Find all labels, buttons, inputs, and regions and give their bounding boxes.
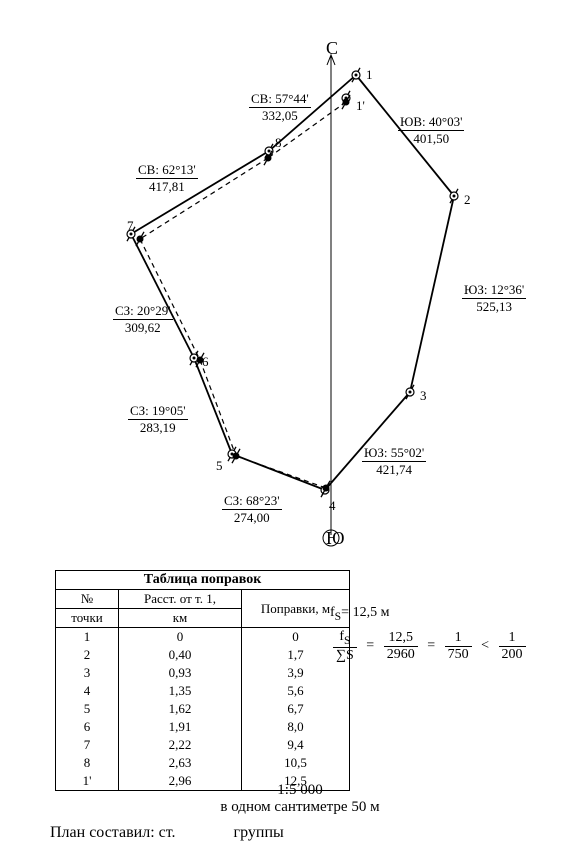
- bearing-e81: СВ: 57°44'332,05: [249, 92, 311, 124]
- scale-block: 1:5 000 в одном сантиметре 50 м: [180, 782, 420, 816]
- frac-3: 1 750: [445, 630, 472, 663]
- point-label-1: 1: [366, 67, 373, 83]
- fs-label: fS=: [330, 605, 353, 620]
- scale-ratio: 1:5 000: [180, 782, 420, 799]
- point-label-6: 6: [202, 354, 209, 370]
- fs-value: 12,5 м: [353, 605, 390, 620]
- bearing-e23: ЮЗ: 12°36'525,13: [462, 283, 526, 315]
- bearing-e45: СЗ: 68°23'274,00: [222, 494, 282, 526]
- scale-text: в одном сантиметре 50 м: [180, 799, 420, 816]
- point-label-5: 5: [216, 458, 223, 474]
- traverse-diagram: [0, 0, 566, 560]
- point-label-8: 8: [275, 135, 282, 151]
- bearing-e78: СВ: 62°13'417,81: [136, 163, 198, 195]
- point-label-1p: 1': [356, 98, 365, 114]
- point-label-2: 2: [464, 192, 471, 208]
- point-label-3: 3: [420, 388, 427, 404]
- south-label: Ю: [326, 528, 345, 549]
- point-label-4: 4: [329, 498, 336, 514]
- bearing-e12: ЮВ: 40°03'401,50: [398, 115, 464, 147]
- corrections-table: Таблица поправок№Расст. от т. 1,Поправки…: [55, 570, 350, 791]
- frac-2: 12,5 2960: [384, 630, 418, 663]
- point-label-7: 7: [127, 218, 134, 234]
- frac-fs-sumS: fS ∑S: [333, 629, 357, 664]
- bearing-e67: СЗ: 20°29'309,62: [113, 304, 173, 336]
- frac-4: 1 200: [499, 630, 526, 663]
- author-line: План составил: ст. группы: [50, 824, 284, 842]
- misclosure-formula: fS= 12,5 м fS ∑S = 12,5 2960 = 1 750 < 1…: [330, 605, 529, 664]
- north-label: С: [326, 38, 338, 59]
- bearing-e56: СЗ: 19°05'283,19: [128, 404, 188, 436]
- bearing-e34: ЮЗ: 55°02'421,74: [362, 446, 426, 478]
